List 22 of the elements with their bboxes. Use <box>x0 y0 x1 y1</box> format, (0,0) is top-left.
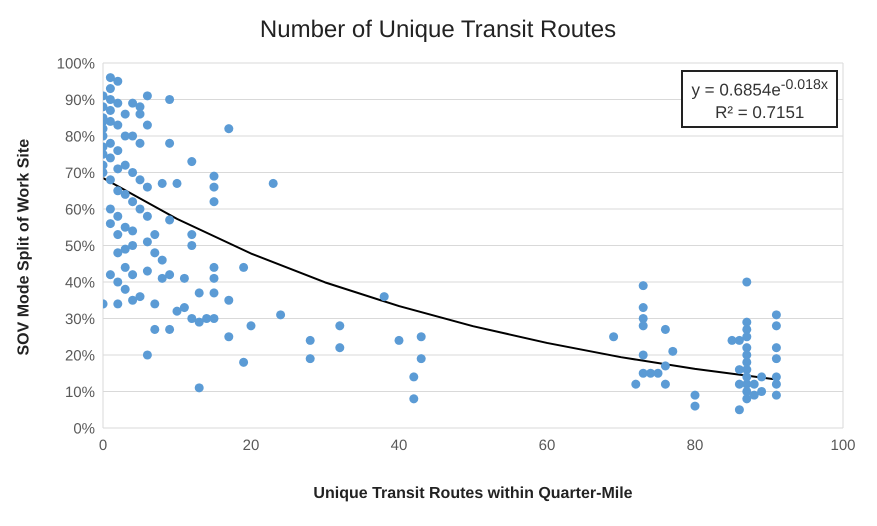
y-tick-label: 20% <box>64 347 95 364</box>
x-tick-label: 40 <box>390 437 408 454</box>
y-tick-label: 30% <box>64 310 95 328</box>
x-tick-label: 60 <box>538 437 556 454</box>
y-tick-label: 50% <box>64 238 95 255</box>
x-tick-label: 20 <box>242 437 260 454</box>
x-tick-label: 80 <box>686 437 704 454</box>
y-tick-label: 0% <box>73 420 95 438</box>
y-tick-label: 80% <box>64 128 95 146</box>
y-tick-label: 10% <box>64 384 95 401</box>
x-axis-title: Unique Transit Routes within Quarter-Mile <box>313 485 633 502</box>
y-tick-label: 70% <box>64 164 95 182</box>
x-tick-label: 0 <box>98 437 108 454</box>
chart-title: Number of Unique Transit Routes <box>258 16 618 44</box>
y-axis-title: SOV Mode Split of Work Site <box>16 138 33 356</box>
annotation: y = 0.6854e$^{-0.018x}$ <box>691 76 828 102</box>
y-tick-label: 90% <box>64 92 95 109</box>
annotation: R² = 0.7151 <box>714 102 806 124</box>
y-tick-label: 40% <box>64 274 95 292</box>
y-tick-label: 100% <box>56 55 95 72</box>
x-tick-label: 100 <box>830 437 856 454</box>
y-tick-label: 60% <box>64 201 95 218</box>
